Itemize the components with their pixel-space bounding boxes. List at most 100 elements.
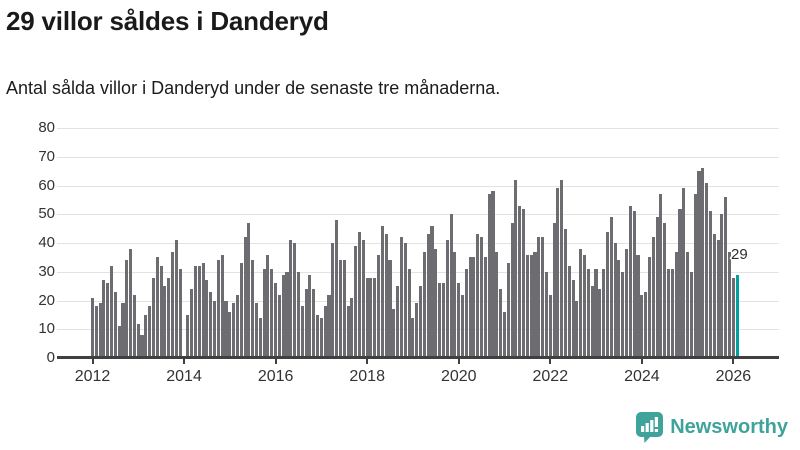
bar	[445, 240, 449, 358]
bar	[674, 251, 678, 358]
bar	[113, 291, 117, 358]
bar	[167, 277, 171, 358]
bar	[640, 294, 644, 358]
bar	[377, 254, 381, 358]
gridline-y-20	[57, 300, 779, 302]
bar	[186, 314, 190, 358]
x-axis-tick-2012	[91, 358, 94, 364]
bar	[251, 260, 255, 358]
x-axis-tick-2024	[640, 358, 643, 364]
y-axis-label-10: 10	[38, 320, 55, 338]
bar	[274, 283, 278, 358]
bar	[514, 179, 518, 358]
y-axis-label-80: 80	[38, 119, 55, 136]
bar	[426, 234, 430, 358]
x-axis-tick-2022	[549, 358, 552, 364]
chart-subtitle: Antal sålda villor i Danderyd under de s…	[6, 78, 501, 98]
bar	[598, 289, 602, 358]
bar	[148, 306, 152, 358]
bar	[521, 208, 526, 358]
bar	[407, 268, 411, 358]
gridline-y-60	[57, 185, 779, 187]
x-axis-label-2024: 2024	[624, 368, 660, 385]
bar	[102, 280, 106, 358]
bar	[617, 260, 621, 358]
bar	[628, 205, 632, 358]
bar	[499, 289, 503, 358]
bar	[613, 243, 617, 358]
bar	[480, 237, 484, 358]
x-axis-tick-2020	[457, 358, 460, 364]
bar	[438, 283, 442, 358]
bar	[392, 309, 396, 358]
bar	[369, 277, 373, 358]
bar	[644, 291, 648, 358]
bar	[460, 294, 465, 358]
bar	[609, 217, 613, 358]
bar	[476, 234, 480, 358]
bar	[411, 317, 415, 358]
bar	[647, 257, 651, 358]
bar-highlight-latest	[735, 274, 739, 358]
bar	[216, 260, 220, 358]
bar	[415, 303, 419, 358]
bar	[712, 234, 716, 358]
bar	[686, 251, 690, 358]
bar	[422, 251, 426, 358]
bar	[90, 297, 94, 358]
bar	[529, 254, 533, 358]
bar	[342, 260, 346, 358]
bar	[636, 254, 640, 358]
bar	[220, 254, 224, 358]
gridline-y-80	[57, 128, 779, 129]
highlight-value-label: 29	[731, 246, 748, 263]
bar	[495, 251, 499, 358]
bar	[357, 231, 362, 358]
bar	[331, 243, 335, 358]
x-axis-label-2014: 2014	[166, 368, 202, 385]
gridline-y-30	[57, 271, 779, 273]
bar	[281, 274, 285, 358]
bar	[174, 240, 178, 358]
bar	[506, 263, 510, 358]
bar	[449, 214, 453, 358]
y-axis-label-20: 20	[38, 291, 55, 309]
bar	[354, 245, 358, 358]
x-axis-tick-2014	[183, 358, 186, 364]
bar	[541, 237, 545, 358]
bar	[319, 317, 323, 358]
bar	[403, 243, 407, 358]
bar	[537, 237, 541, 358]
bar	[693, 194, 697, 358]
bar	[243, 237, 247, 358]
bar	[296, 271, 300, 358]
bar	[315, 314, 320, 358]
bar	[464, 268, 468, 358]
bar	[670, 268, 674, 358]
x-axis-label-2012: 2012	[74, 368, 111, 385]
bar	[560, 179, 564, 358]
bar	[109, 266, 114, 358]
bar	[621, 271, 625, 358]
bar	[266, 254, 270, 358]
bar	[418, 286, 423, 358]
x-axis-label-2018: 2018	[349, 368, 385, 385]
bar	[434, 248, 438, 358]
gridline-y-40	[57, 243, 779, 244]
bar	[510, 222, 514, 358]
bar	[678, 208, 682, 358]
bar	[731, 277, 735, 358]
bar	[384, 234, 388, 358]
bar	[209, 291, 213, 358]
bar	[239, 263, 243, 358]
bar	[720, 214, 724, 358]
bar	[228, 312, 232, 358]
bar	[632, 211, 636, 358]
bar	[525, 254, 529, 358]
bar	[583, 254, 587, 358]
bar	[350, 297, 354, 358]
bar	[502, 312, 506, 358]
y-axis-label-50: 50	[38, 205, 55, 223]
y-axis-label-60: 60	[38, 176, 55, 194]
x-axis-label-2022: 2022	[532, 368, 569, 385]
